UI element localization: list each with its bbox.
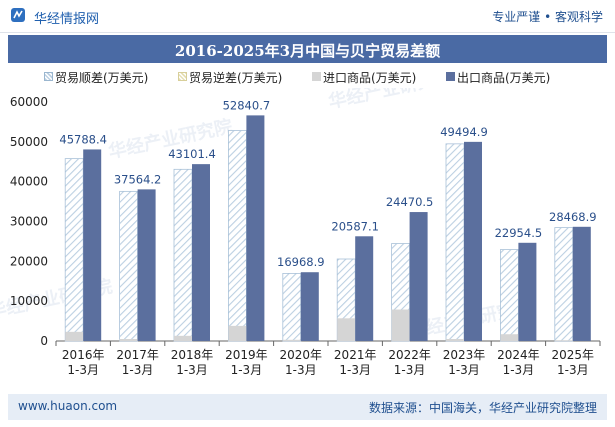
bar-import (65, 331, 84, 341)
bar-import (500, 334, 519, 341)
x-tick-label: 1-3月 (67, 363, 99, 377)
x-tick-label: 2025年 (552, 348, 595, 362)
legend-label-deficit: 贸易逆差(万美元) (189, 71, 283, 85)
x-tick-label: 2024年 (497, 348, 540, 362)
bar-export (137, 189, 156, 341)
bar-export (246, 115, 265, 341)
y-tick-label: 30000 (10, 215, 48, 229)
footer-website[interactable]: www.huaon.com (18, 399, 118, 413)
tagline: 专业严谨 • 客观科学 (492, 10, 603, 24)
chart-legend: 贸易顺差(万美元) 贸易逆差(万美元) 进口商品(万美元) 出口商品(万美元) (0, 66, 615, 88)
legend-swatch-export (446, 72, 455, 81)
x-tick-label: 1-3月 (339, 363, 371, 377)
bar-import (337, 318, 356, 341)
data-label-surplus: 37564.2 (114, 172, 162, 186)
bar-import (174, 335, 192, 341)
data-label-surplus: 49494.9 (440, 125, 488, 139)
bar-import (554, 340, 573, 341)
x-tick-label: 2021年 (334, 348, 377, 362)
bar-surplus (64, 158, 84, 342)
bar-export (300, 272, 319, 341)
x-tick-label: 2019年 (225, 348, 268, 362)
y-tick-label: 40000 (10, 175, 48, 189)
bar-import (391, 309, 410, 341)
legend-label-export: 出口商品(万美元) (457, 71, 551, 85)
x-tick-label: 1-3月 (394, 363, 426, 377)
bar-export (83, 149, 102, 341)
x-tick-label: 1-3月 (448, 363, 480, 377)
huajing-logo-icon (11, 8, 25, 22)
y-tick-label: 60000 (10, 95, 48, 109)
bar-surplus (173, 168, 193, 342)
bar-surplus (227, 130, 247, 342)
legend-swatch-surplus (44, 72, 53, 81)
data-label-surplus: 43101.4 (168, 147, 216, 161)
legend-swatch-deficit (178, 72, 187, 81)
bar-surplus (499, 249, 519, 342)
legend-label-import: 进口商品(万美元) (323, 71, 417, 85)
data-label-surplus: 52840.7 (223, 98, 271, 112)
bar-export (518, 242, 537, 341)
brand-name[interactable]: 华经情报网 (34, 12, 100, 27)
x-tick-label: 1-3月 (176, 363, 208, 377)
bar-export (464, 141, 482, 341)
bar-surplus (119, 190, 138, 342)
bar-surplus (445, 143, 465, 342)
x-tick-label: 1-3月 (285, 363, 317, 377)
legend-label-surplus: 贸易顺差(万美元) (55, 71, 149, 85)
bar-surplus (282, 273, 302, 342)
bar-export (409, 212, 428, 341)
bar-import (228, 325, 247, 341)
x-tick-label: 1-3月 (122, 363, 154, 377)
y-tick-label: 50000 (10, 135, 48, 149)
data-label-surplus: 22954.5 (495, 226, 543, 240)
x-tick-label: 2018年 (171, 348, 214, 362)
x-tick-label: 1-3月 (231, 363, 263, 377)
title-bar: 2016-2025年3月中国与贝宁贸易差额 (8, 35, 607, 63)
x-tick-label: 1-3月 (557, 363, 589, 377)
bar-surplus (554, 227, 574, 342)
chart-title: 2016-2025年3月中国与贝宁贸易差额 (174, 42, 441, 60)
watermark-text: 华经产业研究院 (326, 88, 454, 113)
legend-swatch-import (312, 72, 321, 81)
x-tick-label: 2023年 (443, 348, 486, 362)
x-tick-label: 2020年 (280, 348, 323, 362)
data-label-surplus: 45788.4 (59, 132, 107, 146)
y-tick-label: 10000 (10, 294, 48, 308)
footer-bar: www.huaon.com 数据来源：中国海关，华经产业研究院整理 (8, 394, 607, 420)
y-tick-label: 0 (40, 334, 48, 348)
data-label-surplus: 28468.9 (549, 210, 597, 224)
footer-source: 数据来源：中国海关，华经产业研究院整理 (368, 401, 597, 415)
x-tick-label: 1-3月 (503, 363, 535, 377)
x-tick-label: 2016年 (62, 348, 105, 362)
bar-import (282, 339, 301, 341)
bar-import (446, 339, 464, 341)
bar-export (572, 226, 591, 341)
x-tick-label: 2017年 (116, 348, 159, 362)
bar-export (192, 164, 210, 341)
top-bar: 华经情报网 专业严谨 • 客观科学 (0, 0, 615, 33)
bar-export (355, 236, 374, 341)
data-label-surplus: 24470.5 (386, 195, 434, 209)
data-label-surplus: 16968.9 (277, 255, 325, 269)
y-tick-label: 20000 (10, 254, 48, 268)
x-tick-label: 2022年 (388, 348, 431, 362)
bar-import (119, 339, 138, 341)
bar-chart: 华经产业研究院华经产业研究院华经产业研究院华经产业研究院 01000020000… (0, 88, 601, 377)
data-label-surplus: 20587.1 (331, 219, 379, 233)
